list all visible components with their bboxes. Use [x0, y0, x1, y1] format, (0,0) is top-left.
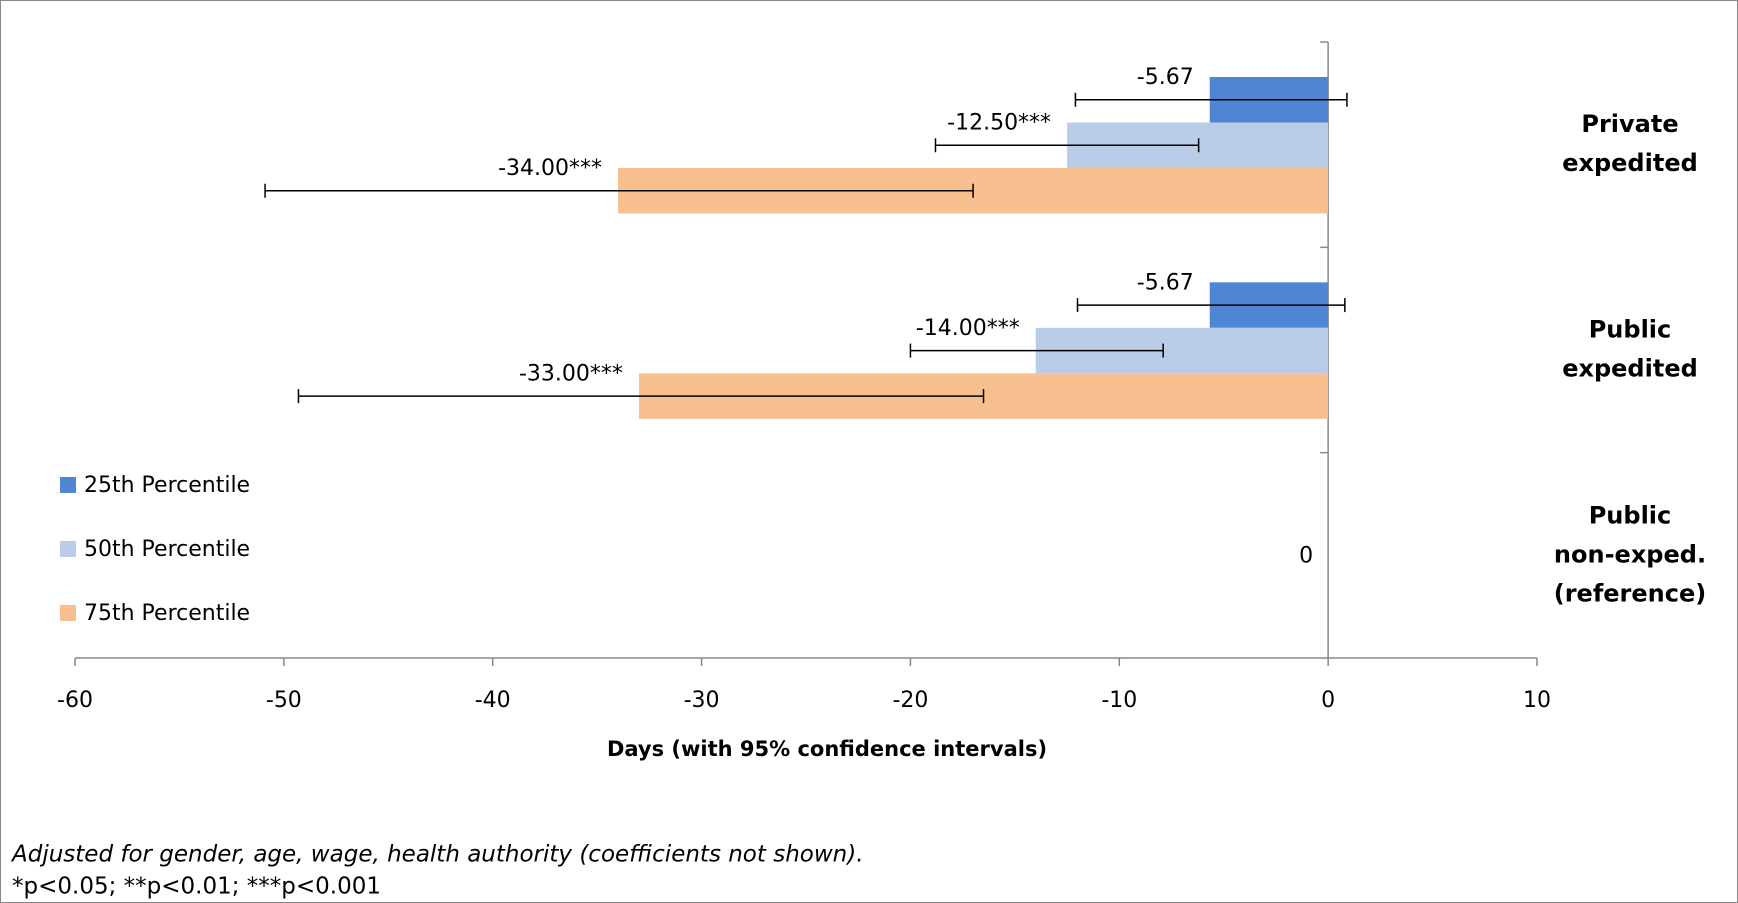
x-axis-title: Days (with 95% confidence intervals) — [607, 737, 1047, 761]
category-label: Public — [1589, 501, 1672, 529]
category-label: Private — [1581, 110, 1678, 138]
x-tick-label: 10 — [1523, 688, 1551, 713]
legend-label: 50th Percentile — [84, 537, 250, 562]
category-label: non-exped. — [1554, 540, 1706, 568]
category-label: Public — [1589, 316, 1672, 344]
x-tick-label: -40 — [475, 688, 511, 713]
category-label: (reference) — [1554, 579, 1706, 607]
x-tick-label: 0 — [1321, 688, 1335, 713]
category-label: expedited — [1562, 149, 1698, 177]
data-label: -5.67 — [1137, 65, 1194, 90]
x-tick-label: -20 — [892, 688, 928, 713]
x-tick-label: -30 — [684, 688, 720, 713]
footnote: Adjusted for gender, age, wage, health a… — [10, 842, 864, 868]
x-tick-label: -10 — [1101, 688, 1137, 713]
data-label: -5.67 — [1137, 270, 1194, 295]
data-label: -33.00*** — [519, 361, 623, 386]
data-label: -34.00*** — [498, 156, 602, 181]
x-tick-label: -60 — [57, 688, 93, 713]
legend-swatch — [60, 605, 76, 621]
footnote: *p<0.05; **p<0.01; ***p<0.001 — [12, 874, 381, 900]
legend-label: 75th Percentile — [84, 601, 250, 626]
data-label: 0 — [1299, 543, 1313, 568]
legend-swatch — [60, 477, 76, 493]
category-label: expedited — [1562, 355, 1698, 383]
data-label: -14.00*** — [916, 316, 1020, 341]
data-label: -12.50*** — [947, 111, 1051, 136]
legend-label: 25th Percentile — [84, 473, 250, 498]
legend-swatch — [60, 541, 76, 557]
x-tick-label: -50 — [266, 688, 302, 713]
